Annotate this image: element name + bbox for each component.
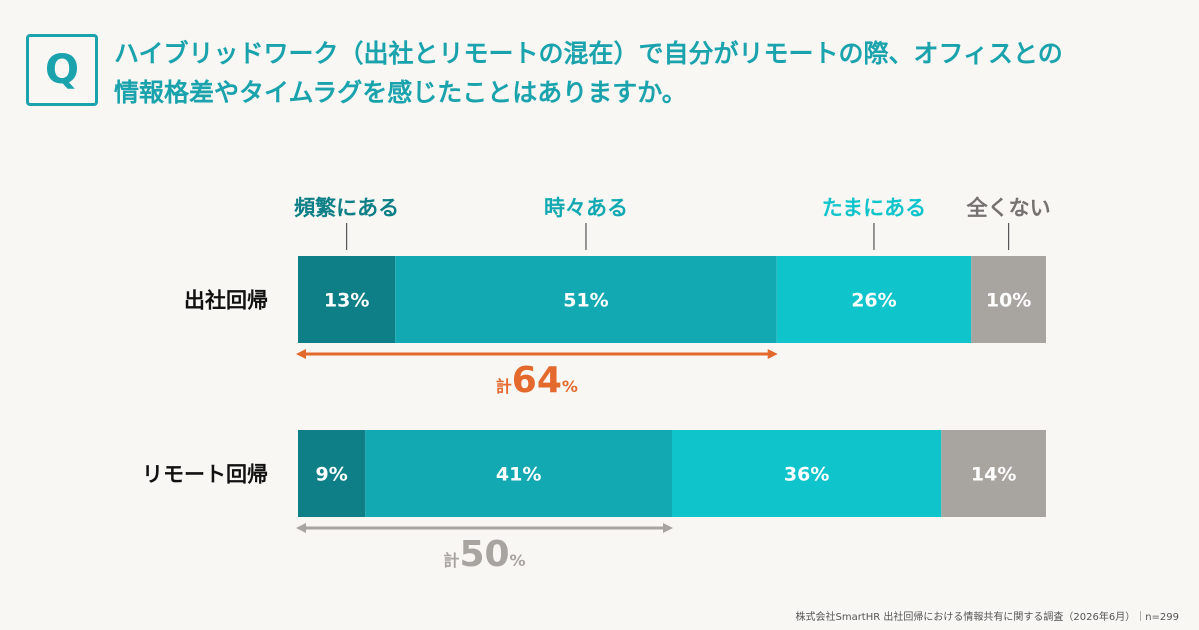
- bar-segment: [776, 256, 972, 343]
- data-label: 10%: [986, 290, 1031, 312]
- legend-label: 時々ある: [544, 196, 628, 220]
- bar-segment: [298, 256, 396, 343]
- data-label: 9%: [316, 464, 348, 486]
- question-line-2: 情報格差やタイムラグを感じたことはありますか。: [114, 78, 687, 107]
- question-badge: Q: [26, 34, 98, 106]
- question-text: ハイブリッドワーク（出社とリモートの混在）で自分がリモートの際、オフィスとの 情…: [114, 34, 1184, 112]
- question-line-1: ハイブリッドワーク（出社とリモートの混在）で自分がリモートの際、オフィスとの: [114, 39, 1063, 68]
- legend-label: 頻繁にある: [294, 196, 399, 220]
- category-label: リモート回帰: [142, 463, 268, 487]
- data-label: 26%: [851, 290, 896, 312]
- arrow-head-left: [296, 349, 306, 359]
- bar-segment: [298, 430, 366, 517]
- bar-segment: [971, 256, 1046, 343]
- total-label: 計64%: [496, 360, 578, 401]
- bar-segment: [672, 430, 942, 517]
- footnote: 株式会社SmartHR 出社回帰における情報共有に関する調査（2026年6月）｜…: [795, 612, 1179, 623]
- total-label: 計50%: [443, 534, 525, 575]
- bar-segment: [365, 430, 672, 517]
- data-label: 41%: [496, 464, 541, 486]
- data-label: 51%: [563, 290, 608, 312]
- data-label: 36%: [784, 464, 829, 486]
- bar-segment: [941, 430, 1046, 517]
- legend-label: たまにある: [822, 196, 926, 220]
- arrow-head-left: [296, 523, 306, 533]
- arrow-head-right: [767, 349, 778, 359]
- data-label: 13%: [324, 290, 369, 312]
- legend-label: 全くない: [966, 196, 1051, 220]
- category-label: 出社回帰: [184, 289, 268, 313]
- bar-segment: [395, 256, 777, 343]
- arrow-head-right: [663, 523, 673, 533]
- data-label: 14%: [971, 464, 1016, 486]
